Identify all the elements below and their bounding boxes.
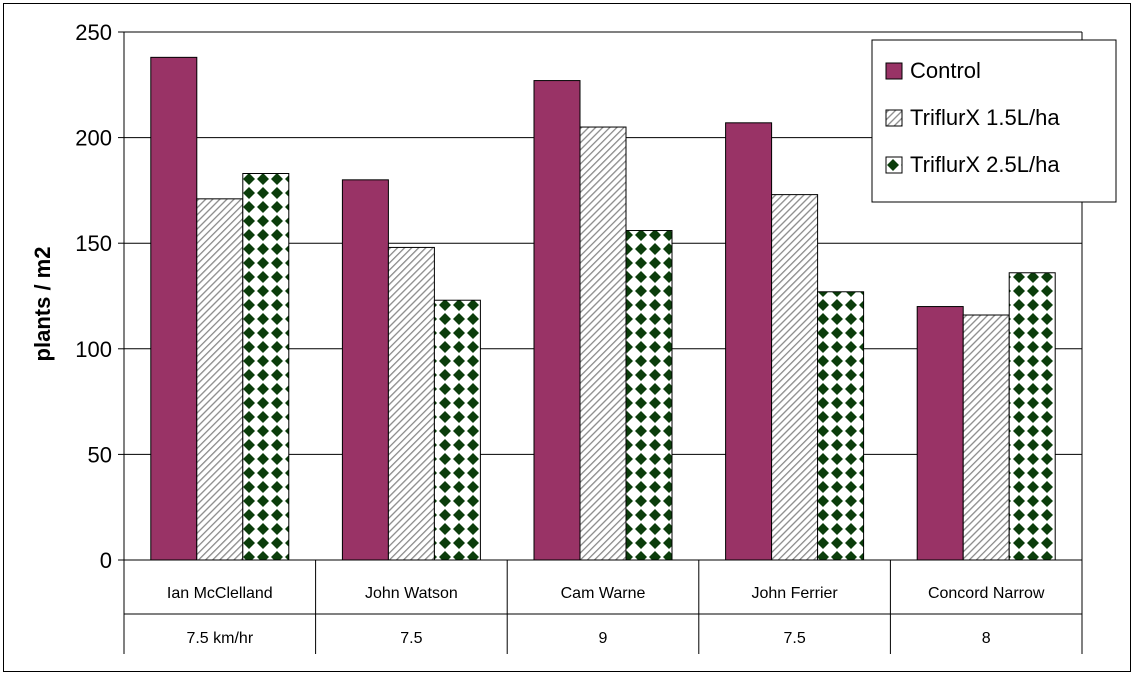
x-subcategory-label: 7.5 km/hr: [186, 630, 253, 647]
bar-triflurx-2-5l-ha-2: [625, 230, 673, 561]
y-tick-label: 250: [75, 20, 112, 45]
bar-chart: 0 50 100 150 200 250 Ian McClelland 7.5 km/hr Jo…: [30, 20, 1117, 654]
bar-triflurx-1-5l-ha-3: [771, 194, 819, 561]
bar-control-2: [533, 80, 581, 561]
chart-frame: 0 50 100 150 200 250 Ian McClelland 7.5 km/hr Jo…: [3, 3, 1131, 672]
legend: Control TriflurX 1.5L/ha TriflurX 2.5L/ha: [871, 39, 1117, 203]
x-subcategory-label: 7.5: [783, 630, 805, 647]
legend-box: [871, 39, 1117, 203]
x-category-label: John Watson: [365, 585, 458, 602]
bar-triflurx-2-5l-ha-1: [433, 299, 481, 561]
legend-swatch: [885, 109, 903, 127]
bar-triflurx-2-5l-ha-0: [242, 173, 290, 561]
bar-triflurx-1-5l-ha-1: [387, 246, 435, 561]
bar-triflurx-2-5l-ha-3: [817, 291, 865, 561]
bar-control-3: [725, 122, 773, 561]
x-category-label: Cam Warne: [561, 585, 646, 602]
x-subcategory-label: 8: [982, 630, 991, 647]
y-tick-label: 50: [88, 442, 112, 467]
y-axis-title: plants / m2: [30, 247, 55, 362]
x-subcategory-label: 7.5: [400, 630, 422, 647]
x-category-label: Concord Narrow: [928, 585, 1045, 602]
bars: [150, 56, 1056, 561]
legend-swatch: [885, 156, 903, 174]
x-category-label: John Ferrier: [751, 585, 838, 602]
legend-label: TriflurX 1.5L/ha: [910, 105, 1060, 130]
axes: [118, 31, 1083, 654]
bar-control-4: [916, 306, 964, 561]
legend-swatch: [885, 62, 903, 80]
bar-control-1: [341, 179, 389, 561]
bar-triflurx-1-5l-ha-0: [196, 198, 244, 561]
y-tick-label: 0: [100, 548, 112, 573]
x-category-label: Ian McClelland: [167, 585, 273, 602]
y-tick-label: 100: [75, 337, 112, 362]
legend-label: TriflurX 2.5L/ha: [910, 152, 1060, 177]
bar-triflurx-1-5l-ha-2: [579, 126, 627, 561]
y-tick-label: 200: [75, 126, 112, 151]
y-tick-label: 150: [75, 231, 112, 256]
axis-labels: 0 50 100 150 200 250 Ian McClelland 7.5 km/hr Jo…: [75, 20, 1045, 647]
legend-label: Control: [910, 58, 981, 83]
bar-triflurx-1-5l-ha-4: [962, 314, 1010, 561]
bar-control-0: [150, 56, 198, 561]
bar-triflurx-2-5l-ha-4: [1008, 272, 1056, 561]
x-subcategory-label: 9: [599, 630, 608, 647]
